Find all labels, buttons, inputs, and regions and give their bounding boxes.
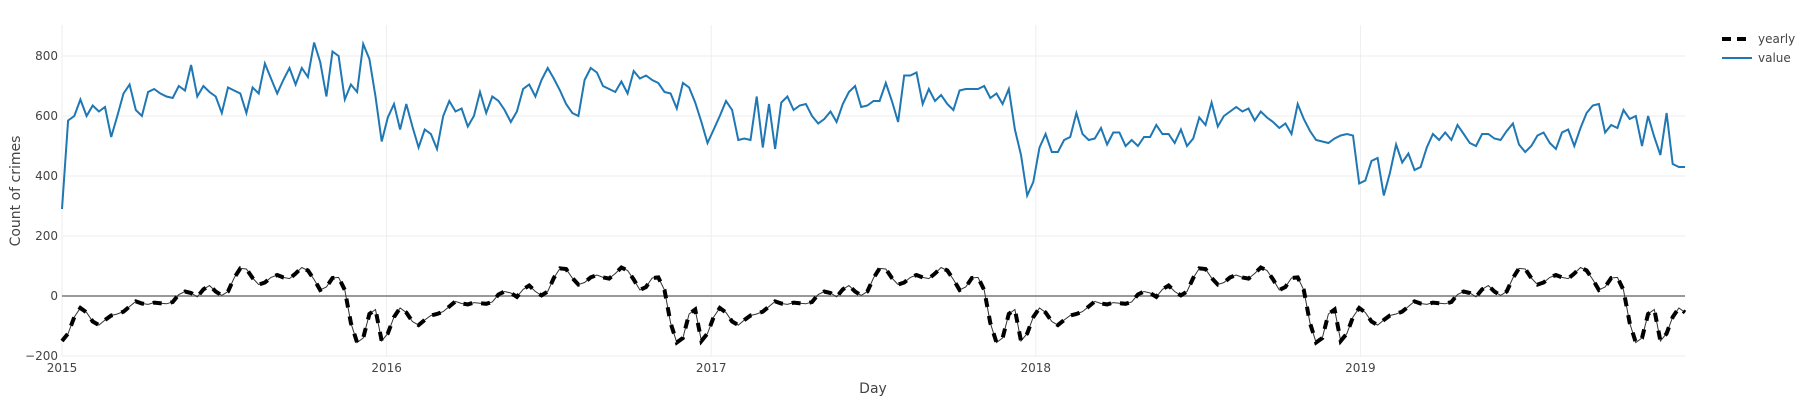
series-value-line [61,40,1685,210]
y-tick-label: 400 [35,169,58,183]
y-tick-label: 0 [50,289,58,303]
legend-yearly-label: yearly [1758,32,1795,46]
legend-value-label: value [1758,51,1791,65]
x-tick-label: 2019 [1345,361,1376,375]
x-axis-title: Day [859,381,887,397]
x-tick-label: 2017 [696,361,727,375]
legend[interactable]: yearly value [1722,32,1795,65]
y-tick-label: 200 [35,229,58,243]
legend-item-value[interactable]: value [1722,51,1791,65]
y-tick-label: 600 [35,109,58,123]
x-tick-label: 2016 [371,361,402,375]
x-tick-label: 2018 [1021,361,1052,375]
y-axis-title: Count of crimes [8,136,24,247]
x-tick-label: 2015 [47,361,78,375]
y-tick-labels: −200 0 200 400 600 800 [25,49,58,363]
series-yearly-thin-line [61,266,1686,344]
series-yearly-line [60,265,1687,346]
y-tick-label: 800 [35,49,58,63]
y-tick-label: −200 [25,349,58,363]
legend-item-yearly[interactable]: yearly [1722,32,1795,46]
x-tick-labels: 2015 2016 2017 2018 2019 [47,361,1376,375]
